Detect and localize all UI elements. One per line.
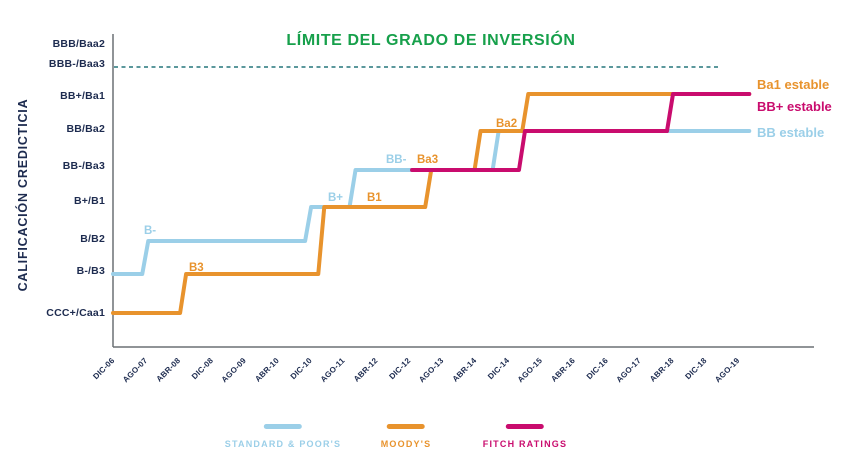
x-tick-label: DIC-16 <box>585 356 610 381</box>
legend: STANDARD & POOR'S MOODY'S FITCH RATINGS <box>0 424 850 460</box>
x-tick-label: ABR-12 <box>352 356 380 384</box>
x-tick-label: ABR-10 <box>253 356 281 384</box>
chart-title: LÍMITE DEL GRADO DE INVERSIÓN <box>286 30 575 49</box>
series-line-moodys <box>111 92 752 315</box>
annotation-label: Ba2 <box>496 118 517 130</box>
x-tick-label: ABR-14 <box>451 356 479 384</box>
series-end-label: BB estable <box>757 125 824 140</box>
legend-label: MOODY'S <box>380 439 432 449</box>
y-tick-label: BB+/Ba1 <box>60 90 105 102</box>
annotation-label: Ba3 <box>417 154 438 166</box>
x-tick-label: ABR-18 <box>648 356 676 384</box>
y-tick-label: B-/B3 <box>77 265 105 277</box>
y-axis-title: CALIFICACIÓN CREDICTICIA <box>15 99 30 292</box>
x-tick-label: AGO-13 <box>417 356 446 385</box>
legend-item: FITCH RATINGS <box>483 424 567 449</box>
y-tick-label: BBB-/Baa3 <box>49 58 105 70</box>
legend-label: STANDARD & POOR'S <box>224 439 342 449</box>
annotations: B- B3 B+ B1 BB- Ba3 Ba2 <box>144 118 517 274</box>
x-tick-labels: DIC-06 AGO-07 ABR-08 DIC-08 AGO-09 ABR-10 DIC-… <box>91 356 741 385</box>
x-tick-label: ABR-08 <box>155 356 183 384</box>
legend-swatch-sp <box>263 424 302 429</box>
x-tick-label: DIC-14 <box>486 356 511 381</box>
legend-item: MOODY'S <box>381 424 432 449</box>
legend-swatch-fitch <box>506 424 544 429</box>
x-tick-label: DIC-10 <box>289 356 314 381</box>
y-tick-label: BB-/Ba3 <box>63 160 105 172</box>
x-tick-label: DIC-12 <box>387 356 412 381</box>
annotation-label: B1 <box>367 192 382 204</box>
x-tick-label: AGO-07 <box>121 356 150 385</box>
y-tick-label: B/B2 <box>80 233 105 245</box>
x-tick-label: DIC-08 <box>190 356 215 381</box>
annotation-label: B+ <box>328 192 343 204</box>
y-tick-labels: BBB/Baa2 BBB-/Baa3 BB+/Ba1 BB/Ba2 BB-/Ba3 B+/… <box>46 38 105 319</box>
x-tick-label: DIC-06 <box>91 356 116 381</box>
end-labels: BB estable Ba1 estable BB+ estable <box>757 77 832 140</box>
annotation-label: BB- <box>386 154 407 166</box>
annotation-label: B3 <box>189 262 204 274</box>
legend-swatch-moodys <box>386 424 425 429</box>
y-tick-label: CCC+/Caa1 <box>46 307 105 319</box>
legend-item: STANDARD & POOR'S <box>225 424 341 449</box>
annotation-label: B- <box>144 225 156 237</box>
x-tick-label: AGO-15 <box>516 356 545 385</box>
y-tick-label: BB/Ba2 <box>66 123 105 135</box>
y-tick-label: B+/B1 <box>74 195 105 207</box>
series-lines <box>111 92 752 315</box>
x-tick-label: AGO-17 <box>615 356 644 385</box>
series-end-label: BB+ estable <box>757 99 832 114</box>
legend-label: FITCH RATINGS <box>482 439 568 449</box>
series-line-fitch <box>410 92 752 172</box>
x-tick-label: AGO-11 <box>319 356 347 384</box>
series-end-label: Ba1 estable <box>757 77 829 92</box>
y-tick-label: BBB/Baa2 <box>53 38 105 50</box>
x-tick-label: ABR-16 <box>549 356 577 384</box>
x-tick-label: AGO-19 <box>713 356 742 385</box>
x-tick-label: AGO-09 <box>220 356 249 385</box>
series-line-sp <box>111 129 752 276</box>
x-tick-label: DIC-18 <box>683 356 708 381</box>
